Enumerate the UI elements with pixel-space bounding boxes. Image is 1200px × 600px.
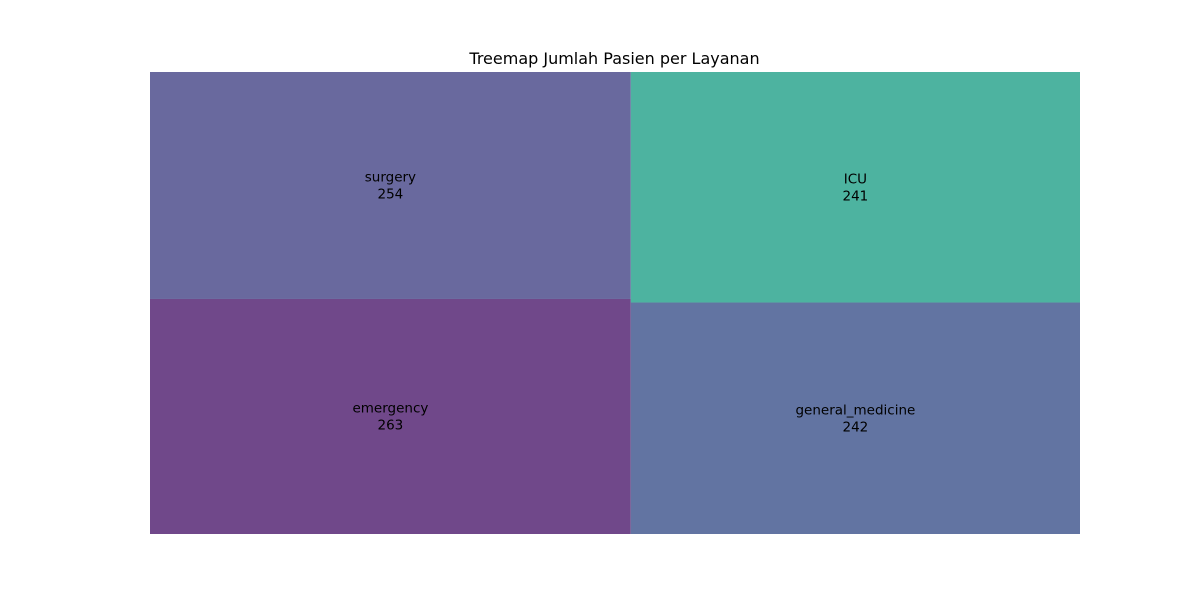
tile-value-emergency: 263 [378, 417, 404, 433]
tile-label-emergency: emergency [352, 400, 428, 416]
tile-value-icu: 241 [843, 188, 869, 204]
chart-title: Treemap Jumlah Pasien per Layanan [468, 49, 759, 68]
tile-icu [630, 72, 1080, 303]
tile-label-surgery: surgery [365, 169, 416, 185]
tile-value-surgery: 254 [378, 186, 404, 202]
tile-surgery [150, 72, 631, 299]
tile-emergency [150, 298, 631, 534]
tile-general-medicine [630, 302, 1080, 534]
tile-value-general-medicine: 242 [843, 419, 869, 435]
tile-label-general-medicine: general_medicine [795, 402, 915, 418]
treemap-tiles: emergency263surgery254general_medicine24… [150, 72, 1080, 534]
tile-label-icu: ICU [844, 171, 867, 187]
